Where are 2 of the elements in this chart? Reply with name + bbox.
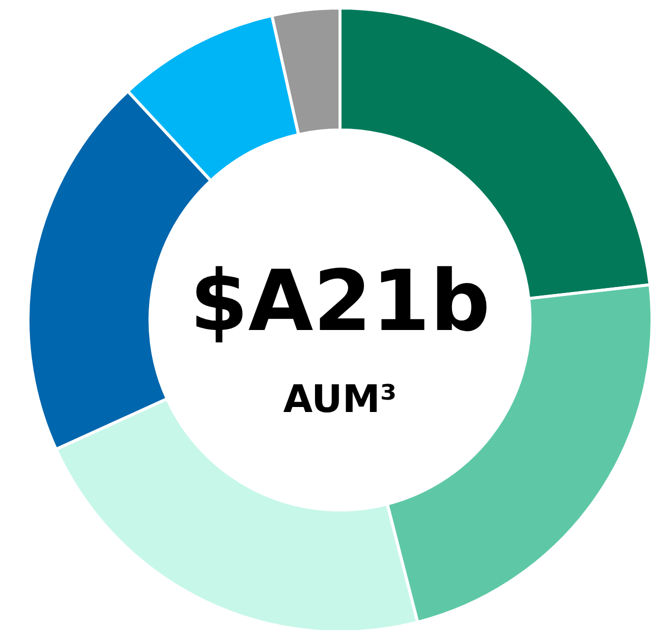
text: $A21b [190,252,490,350]
text: AUM³ [283,377,397,421]
